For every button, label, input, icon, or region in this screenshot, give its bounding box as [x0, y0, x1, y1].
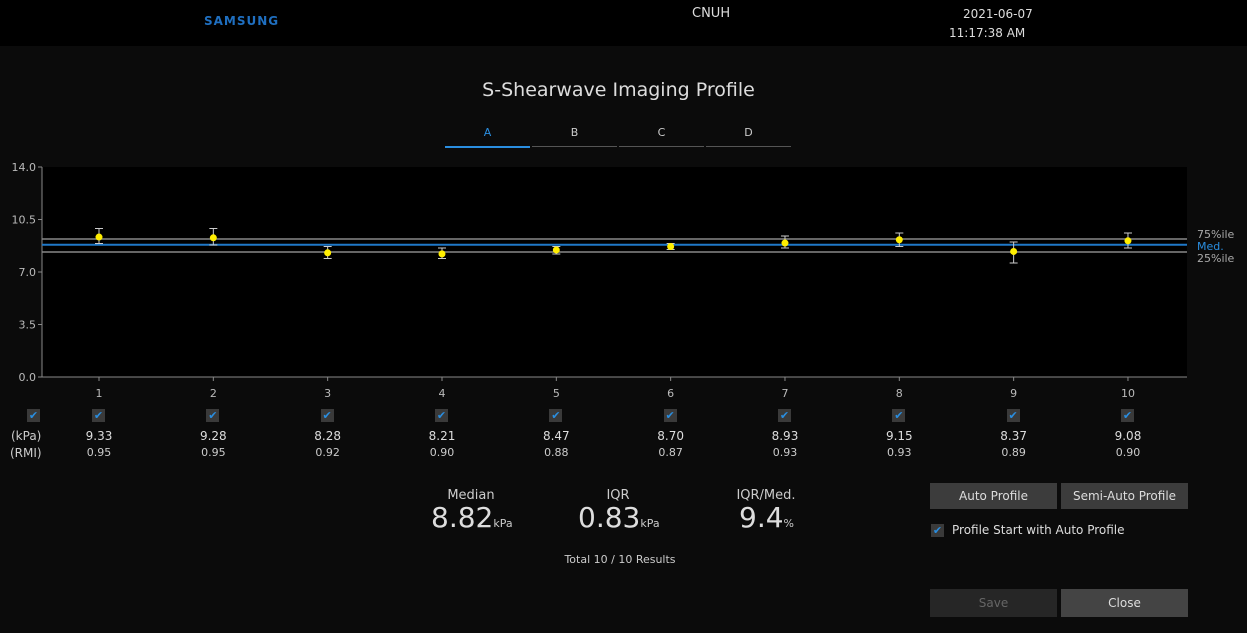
x-tick-label: 5 — [553, 387, 560, 400]
kpa-value: 9.33 — [85, 429, 113, 443]
data-point — [667, 243, 675, 250]
point-checkbox[interactable]: ✔ — [92, 409, 105, 422]
data-point — [552, 246, 560, 254]
rmi-value: 0.93 — [887, 446, 912, 459]
kpa-value: 8.28 — [314, 429, 342, 443]
tab-a[interactable]: A — [445, 126, 530, 148]
ref-line-label: Med. — [1197, 240, 1224, 253]
median-value: 8.82 — [431, 501, 494, 534]
point-checkbox[interactable]: ✔ — [1120, 409, 1134, 422]
y-tick-label: 10.5 — [12, 214, 37, 227]
rmi-value: 0.87 — [658, 446, 683, 459]
point-checkbox[interactable]: ✔ — [320, 409, 334, 422]
rmi-value: 0.90 — [1115, 446, 1141, 459]
iqr-unit: kPa — [640, 517, 660, 530]
kpa-row-label: (kPa) — [11, 429, 42, 443]
site-name: CNUH — [692, 6, 731, 21]
data-point — [324, 249, 332, 257]
y-tick-label: 14.0 — [12, 161, 37, 174]
rmi-value: 0.89 — [1001, 446, 1026, 459]
data-point — [209, 234, 217, 242]
iqr-value: 0.83 — [578, 501, 641, 534]
profile-start-auto-checkbox[interactable]: ✔ — [931, 524, 944, 537]
ref-line-label: 25%ile — [1197, 252, 1235, 265]
save-button[interactable]: Save — [930, 589, 1057, 617]
data-point — [895, 236, 903, 244]
kpa-value: 8.47 — [542, 429, 570, 443]
kpa-value: 8.93 — [771, 429, 799, 443]
iqr-med-label: IQR/Med. — [736, 488, 796, 503]
x-tick-label: 9 — [1010, 387, 1017, 400]
point-checkbox[interactable]: ✔ — [777, 409, 791, 422]
rmi-value: 0.95 — [86, 446, 112, 459]
rmi-value: 0.92 — [315, 446, 340, 459]
semi-auto-profile-button[interactable]: Semi-Auto Profile — [1061, 483, 1188, 509]
rmi-value: 0.88 — [544, 446, 569, 459]
iqr-label: IQR — [606, 488, 630, 503]
point-checkbox[interactable]: ✔ — [549, 409, 563, 422]
data-point — [1124, 237, 1132, 245]
x-tick-label: 1 — [96, 387, 103, 400]
point-checkbox[interactable]: ✔ — [1006, 409, 1020, 422]
y-tick-label: 7.0 — [19, 266, 37, 279]
point-checkbox[interactable]: ✔ — [892, 409, 906, 422]
kpa-value: 9.08 — [1114, 429, 1142, 443]
data-point — [95, 233, 103, 241]
data-point — [1010, 247, 1018, 255]
y-tick-label: 3.5 — [19, 319, 37, 332]
point-checkbox[interactable]: ✔ — [434, 409, 448, 422]
median-label: Median — [447, 488, 495, 503]
x-tick-label: 10 — [1121, 387, 1135, 400]
tab-b[interactable]: B — [532, 126, 617, 147]
median-unit: kPa — [493, 517, 513, 530]
ref-line-label: 75%ile — [1197, 228, 1235, 241]
y-tick-label: 0.0 — [19, 371, 37, 384]
rmi-value: 0.93 — [772, 446, 798, 459]
x-tick-label: 8 — [896, 387, 903, 400]
kpa-value: 8.37 — [1000, 429, 1027, 443]
kpa-value: 8.70 — [657, 429, 684, 443]
x-tick-label: 6 — [667, 387, 674, 400]
date: 2021-06-07 — [963, 7, 1033, 21]
x-tick-label: 4 — [438, 387, 445, 400]
point-checkbox[interactable]: ✔ — [663, 409, 677, 422]
x-tick-label: 3 — [324, 387, 331, 400]
plot-area — [42, 167, 1187, 377]
rmi-row-label: (RMI) — [10, 446, 42, 460]
rmi-value: 0.95 — [201, 446, 226, 459]
kpa-value: 9.15 — [885, 429, 913, 443]
page-title: S-Shearwave Imaging Profile — [482, 79, 755, 101]
total-results: Total 10 / 10 Results — [564, 553, 676, 566]
tab-c[interactable]: C — [619, 126, 704, 147]
tab-d[interactable]: D — [706, 126, 791, 147]
header-bar — [0, 0, 1247, 46]
samsung-logo: SAMSUNG — [204, 14, 280, 28]
profile-start-auto-label: Profile Start with Auto Profile — [952, 523, 1125, 537]
point-checkbox[interactable]: ✔ — [206, 409, 220, 422]
select-all-checkbox[interactable]: ✔ — [27, 409, 40, 422]
x-tick-label: 7 — [781, 387, 788, 400]
time: 11:17:38 AM — [949, 26, 1026, 40]
data-point — [781, 239, 789, 247]
auto-profile-button[interactable]: Auto Profile — [930, 483, 1057, 509]
rmi-value: 0.90 — [429, 446, 455, 459]
x-tick-label: 2 — [210, 387, 217, 400]
kpa-value: 8.21 — [428, 429, 456, 443]
data-point — [438, 250, 446, 258]
close-button[interactable]: Close — [1061, 589, 1188, 617]
iqr-med-unit: % — [783, 517, 794, 530]
kpa-value: 9.28 — [199, 429, 227, 443]
iqr-med-value: 9.4 — [739, 501, 784, 534]
